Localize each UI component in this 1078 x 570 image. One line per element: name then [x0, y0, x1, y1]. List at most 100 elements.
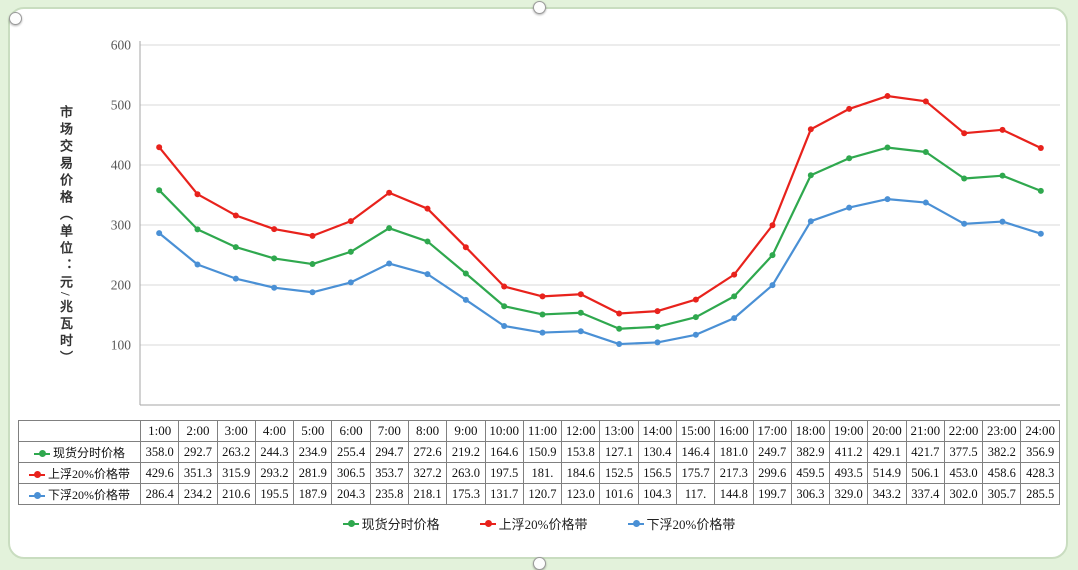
x-axis-label: 23:00: [982, 420, 1022, 442]
y-tick-label: 100: [111, 338, 132, 353]
data-point-marker: [999, 172, 1006, 179]
table-cell: 117.: [675, 483, 716, 505]
legend-item: 下浮20%价格带: [627, 514, 736, 533]
series-dot-icon: [34, 471, 41, 479]
x-axis-label: 1:00: [139, 420, 180, 442]
data-point-marker: [616, 325, 623, 332]
data-point-marker: [846, 105, 853, 112]
table-cell: 234.9: [293, 441, 333, 463]
table-cell: 101.6: [599, 483, 639, 505]
x-axis-label: 2:00: [178, 420, 218, 442]
data-point-marker: [961, 130, 968, 137]
selection-handle-bottom-center[interactable]: [533, 557, 546, 570]
series-marker-icon: [29, 471, 45, 479]
x-axis-label: 19:00: [829, 420, 869, 442]
chart-legend: 现货分时价格 上浮20%价格带 下浮20%价格带: [18, 514, 1060, 533]
x-axis-label: 9:00: [446, 420, 486, 442]
legend-label: 上浮20%价格带: [498, 517, 588, 532]
table-cell: 315.9: [216, 462, 256, 484]
data-point-marker: [232, 244, 239, 251]
data-point-marker: [271, 284, 278, 291]
table-cell: 353.7: [369, 462, 409, 484]
table-cell: 305.7: [982, 483, 1022, 505]
data-point-marker: [539, 329, 546, 336]
table-cell: 181.: [522, 462, 563, 484]
y-tick-label: 600: [111, 38, 132, 53]
table-cell: 293.2: [254, 462, 295, 484]
table-cell: 343.2: [867, 483, 907, 505]
series-name-label: 上浮20%价格带: [48, 466, 130, 481]
table-cell: 299.6: [752, 462, 792, 484]
table-cell: 104.3: [637, 483, 677, 505]
table-cell: 164.6: [484, 441, 524, 463]
selection-handle-top-center[interactable]: [533, 1, 546, 14]
table-cell: 514.9: [867, 462, 907, 484]
data-point-marker: [692, 331, 699, 338]
data-point-marker: [577, 291, 584, 298]
data-point-marker: [884, 196, 891, 203]
table-cell: 156.5: [637, 462, 677, 484]
data-point-marker: [156, 144, 163, 151]
legend-item: 现货分时价格: [342, 514, 440, 533]
data-point-marker: [501, 322, 508, 329]
x-axis-label: 12:00: [561, 420, 601, 442]
legend-marker-icon: [627, 520, 644, 527]
table-cell: 234.2: [178, 483, 218, 505]
table-row: 现货分时价格 358.0 292.7 263.2 244.3 234.9 255.4 294.…: [18, 441, 1060, 463]
data-point-marker: [731, 293, 738, 300]
table-cell: 377.5: [943, 441, 984, 463]
data-point-marker: [309, 232, 316, 239]
table-cell: 210.6: [216, 483, 256, 505]
data-point-marker: [347, 279, 354, 286]
series-name-label: 下浮20%价格带: [48, 487, 130, 502]
data-point-marker: [462, 244, 469, 251]
table-cell: 249.7: [752, 441, 792, 463]
series-name-label: 现货分时价格: [52, 445, 125, 460]
series-row-header: 现货分时价格: [18, 441, 141, 463]
legend-label: 现货分时价格: [361, 517, 440, 532]
table-cell: 294.7: [369, 441, 409, 463]
x-axis-label: 14:00: [637, 420, 677, 442]
table-cell: 429.6: [139, 462, 180, 484]
x-axis-label: 22:00: [943, 420, 984, 442]
data-point-marker: [577, 328, 584, 335]
data-point-marker: [1037, 187, 1044, 194]
selection-handle-top-left[interactable]: [9, 12, 22, 25]
data-point-marker: [194, 191, 201, 198]
series-dot-icon: [34, 492, 41, 500]
data-point-marker: [769, 252, 776, 259]
table-cell: 285.5: [1020, 483, 1060, 505]
data-point-marker: [616, 310, 623, 317]
table-cell: 255.4: [331, 441, 371, 463]
table-cell: 152.5: [599, 462, 639, 484]
table-cell: 302.0: [943, 483, 984, 505]
table-cell: 263.0: [446, 462, 486, 484]
data-point-marker: [769, 222, 776, 229]
data-point-marker: [194, 261, 201, 268]
x-axis-label: 13:00: [599, 420, 639, 442]
table-cell: 356.9: [1020, 441, 1060, 463]
data-point-marker: [386, 225, 393, 232]
series-marker-icon: [29, 492, 45, 500]
table-cell: 217.3: [714, 462, 754, 484]
table-row: 下浮20%价格带 286.4 234.2 210.6 195.5 187.9 204.3 23…: [18, 483, 1060, 505]
data-point-marker: [692, 296, 699, 303]
series-marker-icon: [33, 450, 50, 458]
table-cell: 131.7: [484, 483, 524, 505]
x-axis-label: 17:00: [752, 420, 792, 442]
y-tick-label: 500: [111, 98, 132, 113]
chart-card[interactable]: 市场交易价格（单位：元/兆瓦时） 100 200 300 400 500 600 1:00…: [8, 7, 1068, 559]
legend-marker-icon: [342, 520, 359, 527]
table-cell: 358.0: [139, 441, 180, 463]
data-point-marker: [731, 315, 738, 322]
data-point-marker: [654, 308, 661, 315]
data-point-marker: [156, 187, 163, 194]
data-point-marker: [424, 238, 431, 245]
table-cell: 219.2: [446, 441, 486, 463]
legend-label: 下浮20%价格带: [646, 517, 736, 532]
x-axis-label: 8:00: [407, 420, 448, 442]
data-point-marker: [692, 314, 699, 321]
x-axis-label: 18:00: [790, 420, 831, 442]
x-axis-label: 16:00: [714, 420, 754, 442]
